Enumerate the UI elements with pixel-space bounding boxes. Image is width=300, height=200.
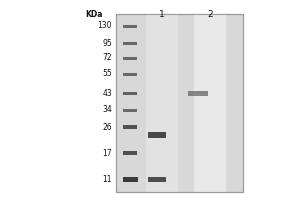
Bar: [123, 42, 137, 45]
Bar: [123, 24, 137, 27]
Bar: [148, 176, 166, 182]
Bar: [123, 92, 137, 95]
Bar: [122, 176, 137, 182]
Text: KDa: KDa: [85, 10, 103, 19]
Text: 1: 1: [159, 10, 165, 19]
Text: 43: 43: [102, 88, 112, 98]
Bar: [123, 108, 137, 112]
Bar: [123, 151, 137, 155]
Bar: [123, 72, 137, 75]
Bar: [116, 14, 243, 192]
Text: 34: 34: [102, 106, 112, 114]
Bar: [123, 56, 137, 60]
Bar: [148, 132, 166, 138]
Text: 2: 2: [207, 10, 213, 19]
Text: 17: 17: [102, 148, 112, 158]
Text: 55: 55: [102, 70, 112, 78]
Bar: [116, 14, 243, 192]
Text: 130: 130: [98, 21, 112, 30]
Bar: [188, 90, 208, 96]
Bar: [146, 14, 178, 192]
Text: 95: 95: [102, 38, 112, 47]
Bar: [194, 14, 226, 192]
Bar: [123, 125, 137, 129]
Text: 72: 72: [102, 53, 112, 62]
Text: 11: 11: [103, 174, 112, 184]
Text: 26: 26: [102, 122, 112, 132]
